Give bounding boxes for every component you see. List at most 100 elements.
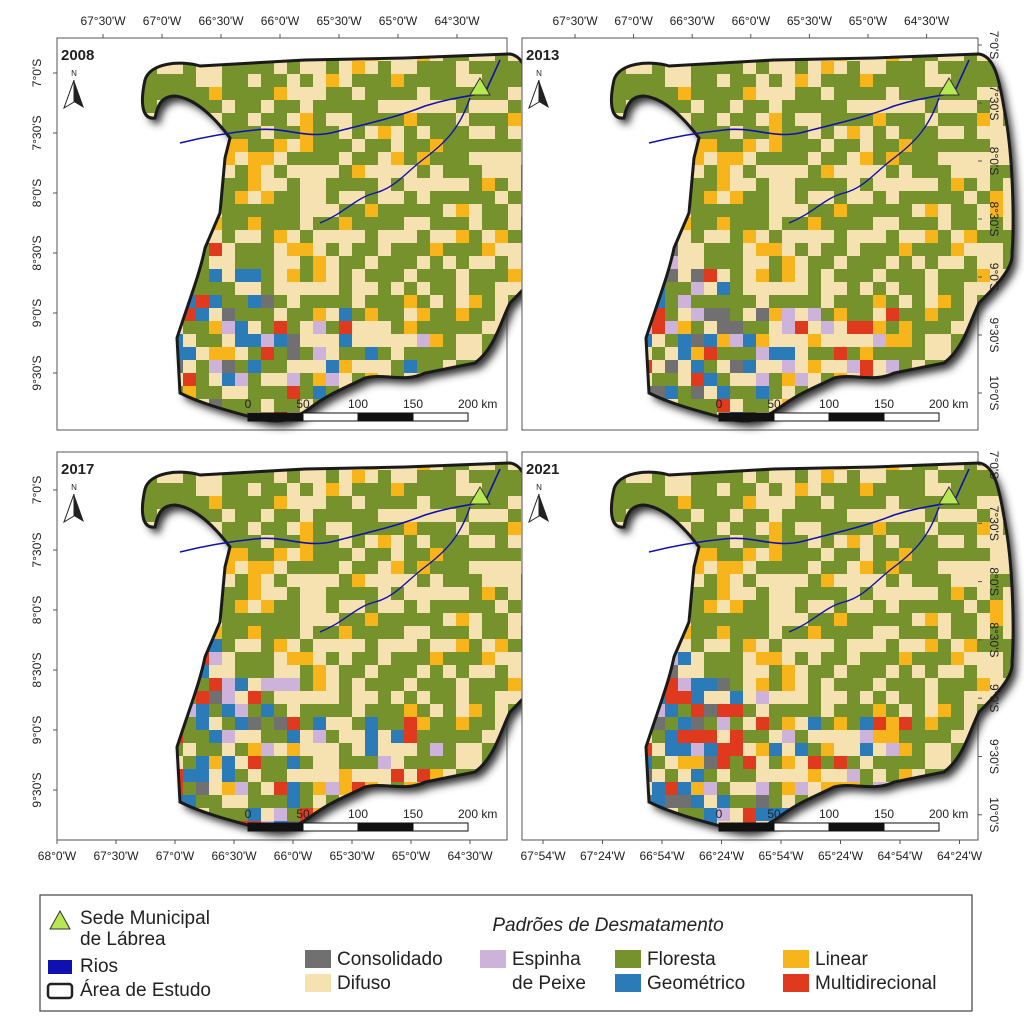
land-cell: [860, 704, 873, 717]
land-cell: [730, 548, 743, 561]
land-cell: [782, 574, 795, 587]
scale-segment: [357, 822, 414, 832]
land-cell: [743, 178, 756, 191]
land-cell: [925, 191, 938, 204]
land-cell: [482, 178, 495, 191]
land-cell: [756, 626, 769, 639]
land-cell: [378, 548, 391, 561]
land-cell: [469, 626, 482, 639]
north-label: N: [536, 483, 542, 492]
land-cell: [873, 191, 886, 204]
land-cell: [209, 308, 222, 321]
land-cell: [769, 639, 782, 652]
land-cell: [274, 347, 287, 360]
lon-label: 66°0'W: [732, 14, 771, 28]
land-cell: [274, 139, 287, 152]
land-cell: [938, 230, 951, 243]
land-cell: [222, 613, 235, 626]
land-cell: [508, 743, 521, 756]
land-cell: [417, 295, 430, 308]
land-cell: [508, 756, 521, 769]
land-cell: [1003, 834, 1016, 847]
land-cell: [873, 217, 886, 230]
land-cell: [847, 730, 860, 743]
land-cell: [235, 743, 248, 756]
scale-label: 100: [819, 397, 839, 411]
land-cell: [769, 678, 782, 691]
land-cell: [443, 509, 456, 522]
land-cell: [287, 295, 300, 308]
land-cell: [795, 165, 808, 178]
land-cell: [964, 463, 977, 470]
land-cell: [235, 347, 248, 360]
land-cell: [443, 100, 456, 113]
land-cell: [209, 769, 222, 782]
land-cell: [886, 308, 899, 321]
land-cell: [196, 756, 209, 769]
land-cell: [339, 522, 352, 535]
land-cell: [743, 561, 756, 574]
land-cell: [235, 373, 248, 386]
land-cell: [495, 639, 508, 652]
land-cell: [652, 334, 665, 347]
land-cell: [469, 691, 482, 704]
land-cell: [847, 496, 860, 509]
land-cell: [964, 152, 977, 165]
land-cell: [417, 126, 430, 139]
land-cell: [352, 743, 365, 756]
land-cell: [782, 347, 795, 360]
land-cell: [339, 178, 352, 191]
land-cell: [417, 360, 430, 373]
land-cell: [938, 717, 951, 730]
land-cell: [782, 87, 795, 100]
land-cell: [1016, 665, 1024, 678]
land-cell: [834, 626, 847, 639]
land-cell: [756, 191, 769, 204]
land-cell: [769, 509, 782, 522]
land-cell: [782, 665, 795, 678]
land-cell: [704, 204, 717, 217]
land-cell: [730, 509, 743, 522]
land-cell: [873, 74, 886, 87]
land-cell: [795, 139, 808, 152]
land-cell: [352, 178, 365, 191]
land-cell: [821, 360, 834, 373]
land-cell: [860, 256, 873, 269]
land-cell: [743, 756, 756, 769]
land-cell: [404, 230, 417, 243]
lat-label: 7°0'S: [30, 476, 44, 504]
land-cell: [209, 360, 222, 373]
land-cell: [352, 769, 365, 782]
land-cell: [287, 152, 300, 165]
land-cell: [248, 360, 261, 373]
land-cell: [990, 561, 1003, 574]
land-cell: [860, 717, 873, 730]
land-cell: [300, 74, 313, 87]
land-cell: [847, 152, 860, 165]
land-cell: [443, 87, 456, 100]
land-cell: [678, 295, 691, 308]
land-cell: [482, 126, 495, 139]
land-cell: [691, 360, 704, 373]
land-cell: [925, 321, 938, 334]
land-cell: [665, 496, 678, 509]
land-cell: [222, 308, 235, 321]
land-cell: [274, 152, 287, 165]
land-cell: [925, 243, 938, 256]
land-cell: [274, 743, 287, 756]
land-cell: [860, 496, 873, 509]
legend-label: Difuso: [337, 973, 391, 994]
land-cell: [912, 600, 925, 613]
map-area: [609, 52, 1019, 427]
land-cell: [339, 626, 352, 639]
land-cell: [925, 730, 938, 743]
land-cell: [756, 496, 769, 509]
land-cell: [248, 574, 261, 587]
land-cell: [821, 113, 834, 126]
land-cell: [743, 496, 756, 509]
land-cell: [977, 665, 990, 678]
land-cell: [157, 483, 170, 496]
land-cell: [912, 548, 925, 561]
land-cell: [404, 574, 417, 587]
land-cell: [912, 217, 925, 230]
